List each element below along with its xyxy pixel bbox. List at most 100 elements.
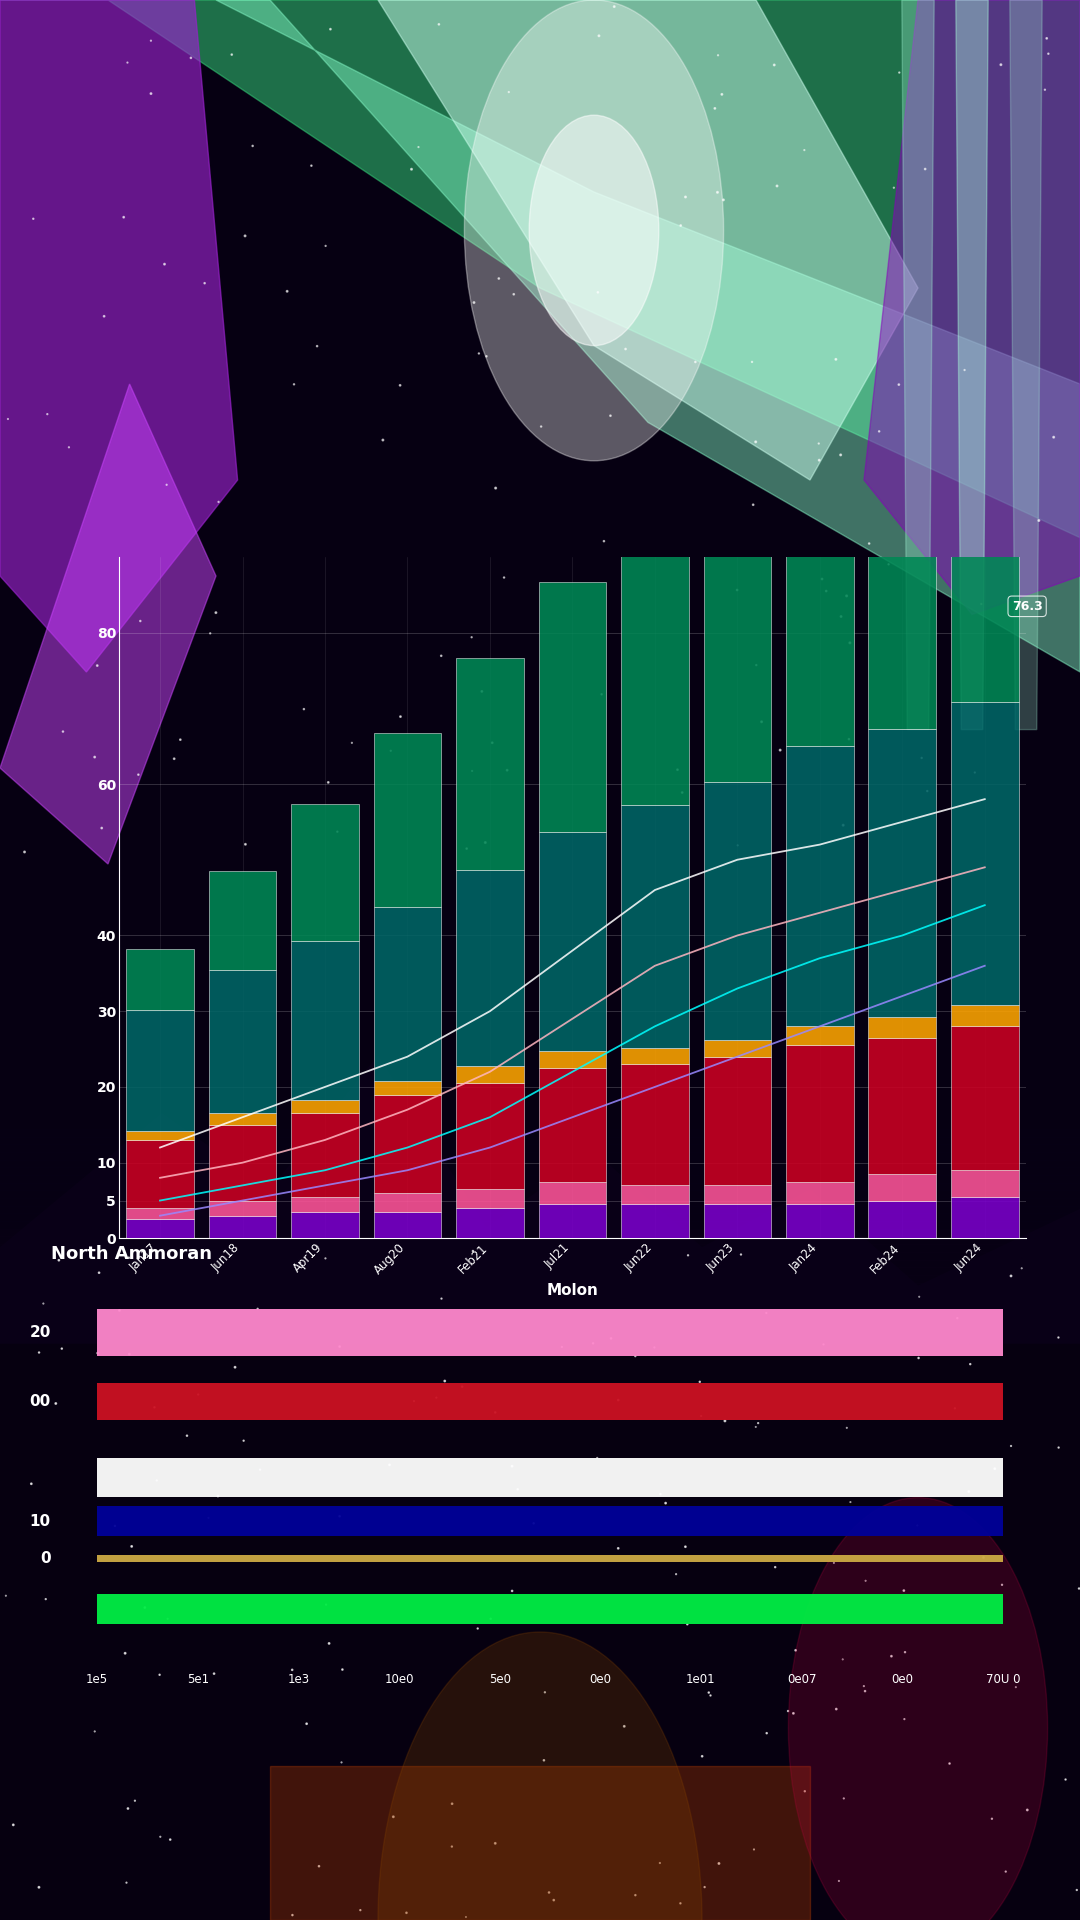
- Point: [0, 403, 16, 434]
- Bar: [0, 1137, 1080, 1144]
- Bar: [0, 1152, 1080, 1160]
- Point: [285, 369, 302, 399]
- Point: [148, 1465, 165, 1496]
- Point: [457, 1901, 474, 1920]
- Point: [37, 1584, 54, 1615]
- Point: [616, 1711, 633, 1741]
- Point: [316, 1242, 334, 1273]
- Bar: [208, 1125, 276, 1200]
- Point: [476, 828, 494, 858]
- Point: [787, 1636, 805, 1667]
- Point: [330, 1331, 348, 1361]
- Text: 0: 0: [40, 1551, 51, 1567]
- Point: [235, 1425, 253, 1455]
- Bar: [0, 1075, 1080, 1083]
- Bar: [374, 1094, 442, 1192]
- Bar: [270, 1766, 810, 1920]
- Point: [397, 1897, 415, 1920]
- Bar: [786, 1044, 853, 1181]
- Point: [375, 424, 392, 455]
- Text: North Ammoran: North Ammoran: [51, 1244, 212, 1263]
- Point: [841, 1486, 859, 1517]
- Point: [433, 1283, 450, 1313]
- Point: [210, 486, 227, 516]
- Bar: [208, 1215, 276, 1238]
- Bar: [0, 1244, 1080, 1252]
- Point: [482, 1603, 499, 1634]
- Point: [51, 1244, 68, 1275]
- Point: [832, 440, 849, 470]
- Point: [1040, 38, 1057, 69]
- Point: [606, 0, 623, 21]
- Point: [838, 580, 855, 611]
- Point: [444, 1788, 461, 1818]
- Point: [919, 776, 936, 806]
- Bar: [0, 1306, 1080, 1313]
- Text: 5e1: 5e1: [187, 1672, 208, 1686]
- Point: [948, 1304, 966, 1334]
- Bar: [786, 1204, 853, 1238]
- Point: [318, 230, 335, 261]
- Text: 76.3: 76.3: [1012, 599, 1042, 612]
- Point: [23, 1469, 40, 1500]
- Bar: [97, 1555, 1002, 1561]
- Point: [1030, 505, 1048, 536]
- Bar: [0, 1114, 1080, 1121]
- Point: [130, 758, 147, 789]
- Point: [672, 209, 689, 240]
- Point: [496, 563, 513, 593]
- Point: [322, 13, 339, 44]
- Point: [758, 1718, 775, 1749]
- Point: [702, 1680, 719, 1711]
- Point: [713, 79, 730, 109]
- Point: [53, 1332, 70, 1363]
- Point: [224, 38, 241, 69]
- Bar: [97, 1309, 1002, 1356]
- Bar: [0, 1060, 1080, 1068]
- Point: [330, 1501, 348, 1532]
- Point: [691, 1367, 708, 1398]
- Point: [1008, 1672, 1025, 1703]
- Bar: [786, 747, 853, 1027]
- Point: [210, 1480, 227, 1511]
- Point: [895, 1574, 913, 1605]
- Bar: [0, 1298, 1080, 1306]
- Point: [646, 1332, 663, 1363]
- Point: [403, 154, 420, 184]
- Point: [833, 601, 850, 632]
- Bar: [0, 1106, 1080, 1114]
- Point: [540, 1878, 557, 1908]
- Point: [679, 1240, 697, 1271]
- Point: [309, 330, 326, 361]
- Bar: [0, 1037, 1080, 1044]
- Point: [1002, 1430, 1020, 1461]
- Bar: [0, 1091, 1080, 1098]
- Point: [910, 1342, 928, 1373]
- Point: [827, 344, 845, 374]
- Point: [60, 432, 78, 463]
- Point: [428, 1382, 445, 1413]
- Point: [728, 574, 745, 605]
- Point: [89, 1338, 106, 1369]
- Point: [745, 1834, 762, 1864]
- Bar: [456, 870, 524, 1066]
- X-axis label: Molon: Molon: [546, 1283, 598, 1298]
- Point: [237, 221, 254, 252]
- Point: [831, 1866, 848, 1897]
- Point: [590, 276, 607, 307]
- Bar: [0, 1167, 1080, 1175]
- Bar: [951, 703, 1018, 1006]
- Bar: [0, 1221, 1080, 1229]
- Point: [687, 348, 704, 378]
- Text: 1e5: 1e5: [86, 1672, 108, 1686]
- Bar: [0, 1206, 1080, 1213]
- Circle shape: [788, 1498, 1048, 1920]
- Point: [202, 618, 219, 649]
- Point: [295, 693, 312, 724]
- Text: 0e07: 0e07: [787, 1672, 816, 1686]
- Point: [1018, 1795, 1036, 1826]
- Bar: [539, 1181, 606, 1204]
- Point: [352, 1895, 369, 1920]
- Bar: [292, 1212, 359, 1238]
- Point: [490, 263, 508, 294]
